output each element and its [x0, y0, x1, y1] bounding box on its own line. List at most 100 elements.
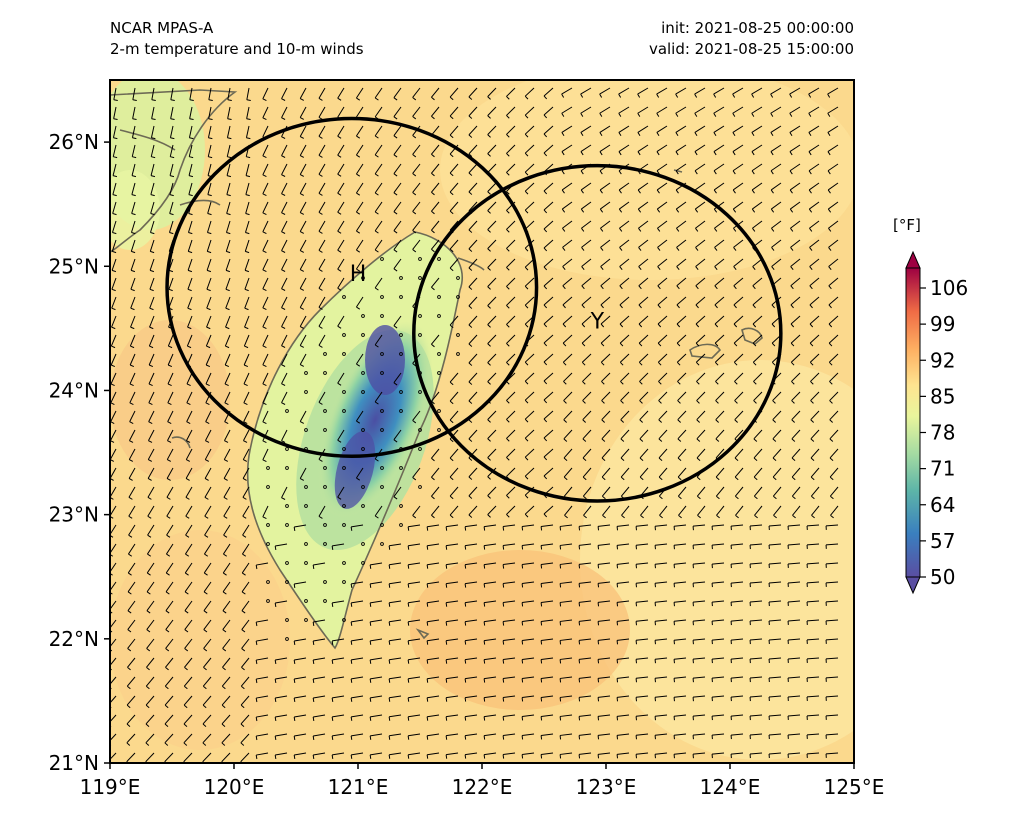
- wind-barb-flag: [245, 250, 250, 254]
- wind-barb-flag: [245, 175, 251, 178]
- wind-barb: [674, 524, 687, 527]
- marker-y: Y: [590, 309, 605, 334]
- calm-wind-marker: [380, 314, 384, 318]
- wind-barb-flag: [369, 659, 372, 664]
- wind-barb-flag: [771, 361, 776, 366]
- wind-barb: [449, 239, 459, 250]
- wind-barb: [223, 543, 231, 555]
- wind-barb: [128, 467, 136, 479]
- wind-barb-flag: [600, 227, 604, 232]
- wind-barb-flag: [618, 151, 622, 156]
- wind-barb-flag: [281, 364, 286, 367]
- wind-barb-flag: [337, 268, 342, 272]
- wind-barb: [772, 410, 782, 421]
- wind-barb: [412, 182, 421, 193]
- calm-wind-marker: [380, 409, 384, 413]
- wind-barb-flag: [374, 458, 379, 462]
- wind-barb-flag: [468, 495, 473, 499]
- wind-barb: [389, 733, 402, 737]
- wind-barb-flag: [242, 534, 247, 538]
- wind-barb-flag: [205, 421, 210, 424]
- wind-barb-flag: [583, 495, 587, 500]
- wind-barb: [617, 543, 630, 546]
- wind-barb: [827, 87, 839, 95]
- wind-barb: [638, 201, 649, 210]
- wind-barb: [146, 581, 155, 593]
- wind-barb: [750, 619, 763, 622]
- wind-barb-flag: [274, 602, 277, 608]
- wind-barb-flag: [543, 456, 548, 461]
- wind-barb: [408, 657, 421, 661]
- wind-barb: [113, 106, 117, 119]
- wind-barb: [713, 144, 725, 152]
- wind-barb-flag: [678, 514, 682, 519]
- wind-barb-flag: [293, 716, 296, 722]
- wind-barb: [427, 676, 440, 680]
- wind-barb: [599, 106, 611, 114]
- wind-barb: [202, 733, 212, 744]
- wind-barb-flag: [166, 553, 171, 557]
- wind-barb: [693, 543, 706, 546]
- wind-barb: [658, 429, 668, 440]
- wind-barb-flag: [426, 526, 429, 531]
- wind-barb: [204, 524, 212, 536]
- wind-barb-flag: [170, 137, 175, 140]
- wind-barb: [638, 239, 649, 248]
- wind-barb: [675, 125, 687, 133]
- wind-barb: [337, 163, 345, 175]
- wind-barb: [299, 220, 307, 232]
- wind-barb-flag: [751, 170, 755, 175]
- wind-barb-flag: [431, 210, 435, 215]
- wind-barb-flag: [281, 155, 286, 158]
- wind-barb-flag: [281, 212, 286, 215]
- wind-barb: [712, 581, 725, 584]
- wind-barb-flag: [563, 400, 567, 404]
- wind-barb-flag: [130, 307, 135, 311]
- wind-barb-flag: [130, 288, 135, 292]
- wind-barb-flag: [262, 516, 267, 520]
- wind-barb: [389, 600, 402, 604]
- wind-barb: [127, 600, 136, 611]
- wind-barb: [618, 125, 630, 133]
- wind-barb: [696, 448, 706, 459]
- wind-barb-flag: [619, 285, 623, 290]
- wind-barb-flag: [789, 93, 793, 98]
- wind-barb: [617, 524, 630, 527]
- wind-barb-flag: [677, 457, 682, 462]
- wind-barb: [129, 353, 136, 366]
- wind-barb-flag: [337, 230, 342, 234]
- wind-barb-flag: [262, 440, 267, 443]
- wind-barb: [541, 714, 554, 717]
- wind-barb-flag: [809, 247, 813, 251]
- wind-barb: [656, 125, 668, 133]
- wind-barb: [600, 258, 611, 267]
- wind-barb: [281, 486, 288, 498]
- wind-barb: [129, 429, 136, 441]
- wind-barb-flag: [562, 304, 566, 309]
- wind-barb-flag: [407, 526, 410, 531]
- calm-wind-marker: [380, 352, 384, 356]
- wind-barb: [658, 410, 668, 421]
- wind-barb-flag: [599, 93, 603, 98]
- wind-barb-flag: [502, 640, 505, 645]
- wind-barb: [828, 296, 839, 306]
- wind-barb: [695, 220, 706, 229]
- calm-wind-marker: [323, 599, 327, 603]
- wind-barb-flag: [224, 440, 229, 443]
- wind-barb: [262, 353, 269, 366]
- wind-barb: [524, 144, 535, 154]
- wind-barb: [827, 144, 839, 152]
- wind-barb-flag: [300, 193, 304, 196]
- wind-barb: [129, 334, 136, 347]
- wind-barb: [184, 638, 193, 649]
- wind-barb-flag: [828, 247, 832, 251]
- wind-barb-flag: [300, 345, 304, 348]
- wind-barb-flag: [407, 697, 410, 702]
- wind-barb-flag: [412, 363, 417, 367]
- wind-barb: [732, 125, 744, 133]
- wind-barb-flag: [464, 526, 467, 531]
- wind-barb: [696, 486, 706, 497]
- wind-barb: [506, 220, 516, 230]
- wind-barb-flag: [244, 307, 249, 311]
- wind-barb: [111, 277, 117, 290]
